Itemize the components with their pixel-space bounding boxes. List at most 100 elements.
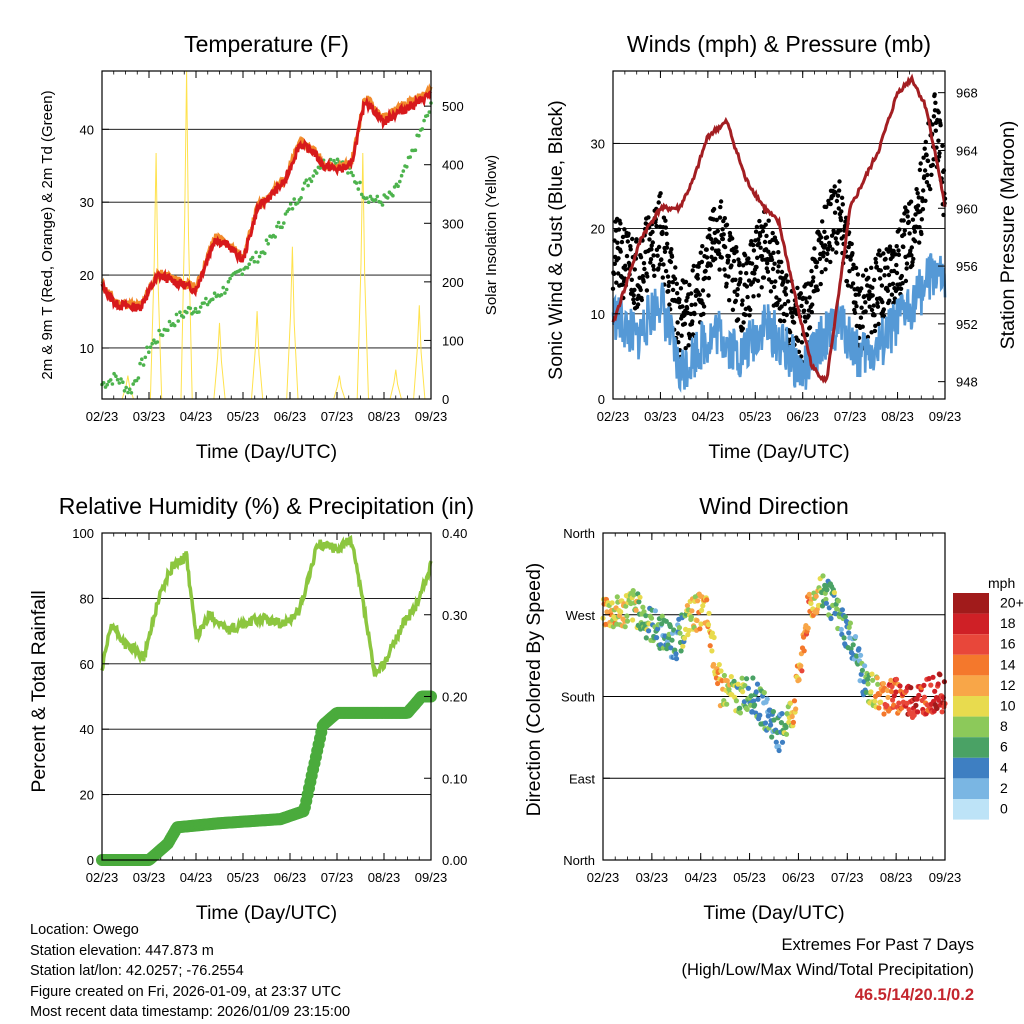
dewpoint-point: [110, 382, 115, 386]
x-tick-label-1-0: 02/23: [597, 409, 630, 424]
gust-point: [709, 254, 714, 260]
direction-point: [926, 676, 932, 682]
dewpoint-point: [150, 341, 154, 346]
direction-point: [648, 615, 655, 621]
direction-point: [689, 608, 695, 614]
x-tick-label-3-5: 07/23: [831, 870, 864, 885]
gust-point: [778, 318, 783, 324]
gust-point: [923, 198, 928, 203]
dewpoint-point: [295, 201, 300, 205]
gust-point: [641, 279, 646, 284]
gust-point: [839, 209, 844, 214]
dewpoint-point: [174, 312, 179, 317]
direction-point: [808, 600, 814, 607]
gust-point: [746, 278, 752, 283]
gust-point: [708, 236, 714, 242]
gust-point: [747, 313, 752, 318]
x-tick-label-1-7: 09/23: [929, 409, 962, 424]
x-tick-label-2-6: 08/23: [368, 870, 401, 885]
gust-point: [731, 258, 737, 264]
dewpoint-point: [211, 297, 215, 302]
dewpoint-point: [373, 198, 378, 202]
extremes-panel: Extremes For Past 7 Days (High/Low/Max W…: [681, 933, 974, 1008]
direction-point: [667, 623, 673, 630]
dewpoint-point: [141, 363, 146, 367]
gust-point: [906, 219, 911, 225]
dewpoint-point: [219, 293, 224, 297]
solar-spike-1: [149, 152, 163, 400]
gust-point: [782, 318, 787, 324]
dewpoint-point: [356, 187, 361, 191]
gust-point: [730, 307, 736, 312]
gust-point: [894, 244, 899, 249]
direction-point: [709, 648, 715, 654]
direction-point: [733, 698, 740, 704]
direction-point: [791, 698, 798, 704]
gust-point: [680, 304, 685, 309]
direction-point: [640, 604, 646, 610]
dewpoint-point: [101, 381, 106, 385]
gust-point: [901, 244, 906, 250]
direction-point: [896, 700, 902, 706]
dewpoint-point: [131, 382, 135, 386]
gust-point: [845, 283, 851, 288]
dewpoint-point: [328, 157, 333, 162]
gust-point: [850, 266, 855, 271]
gust-point: [769, 280, 774, 285]
x-tick-label-2-1: 03/23: [133, 870, 166, 885]
dewpoint-point: [413, 148, 418, 152]
gust-point: [872, 328, 878, 334]
dewpoint-point: [276, 220, 281, 225]
chart-title-3: Wind Direction: [699, 493, 849, 519]
direction-point: [884, 687, 891, 694]
gust-point: [765, 261, 770, 266]
x-tick-label-0-5: 07/23: [321, 409, 354, 424]
gust-point: [741, 263, 746, 268]
right-tick-label-1-3: 960: [956, 201, 978, 216]
gust-point: [716, 248, 721, 253]
legend-swatch-5: [953, 696, 989, 717]
direction-point: [884, 703, 890, 709]
direction-point: [859, 667, 866, 673]
direction-point: [916, 692, 922, 698]
direction-point: [801, 648, 807, 654]
direction-point: [633, 607, 639, 613]
direction-point: [799, 668, 805, 674]
gust-point: [772, 284, 777, 290]
gust-point: [656, 266, 661, 271]
gust-point: [845, 254, 850, 259]
gust-point: [824, 235, 830, 240]
gust-point: [873, 323, 878, 328]
gust-point: [801, 308, 807, 313]
gust-point: [644, 288, 650, 293]
dewpoint-point: [240, 272, 245, 277]
gust-point: [872, 277, 877, 283]
direction-point: [735, 681, 741, 687]
dewpoint-point: [275, 224, 279, 229]
gust-point: [741, 320, 746, 325]
gust-point: [663, 218, 668, 223]
gust-point: [755, 255, 760, 260]
gust-point: [831, 230, 837, 235]
gust-point: [804, 300, 809, 305]
gust-point: [872, 313, 877, 318]
gust-point: [669, 254, 675, 259]
direction-point: [641, 609, 647, 615]
wind-line: [611, 253, 947, 393]
gust-point: [917, 167, 923, 173]
dewpoint-point: [176, 319, 180, 323]
dewpoint-point: [202, 301, 206, 305]
legend-label-1: 18: [1000, 615, 1016, 631]
gust-point: [931, 114, 937, 119]
legend-label-10: 0: [1000, 801, 1008, 817]
dewpoint-point: [143, 355, 148, 360]
direction-point: [742, 683, 748, 689]
direction-point: [654, 635, 660, 641]
x-axis-label-1: Time (Day/UTC): [708, 441, 849, 463]
solar-spike-2: [180, 70, 193, 400]
direction-point: [858, 671, 864, 677]
direction-point: [819, 603, 826, 609]
gust-point: [733, 277, 738, 282]
dewpoint-point: [306, 183, 310, 188]
gust-point: [856, 292, 861, 297]
